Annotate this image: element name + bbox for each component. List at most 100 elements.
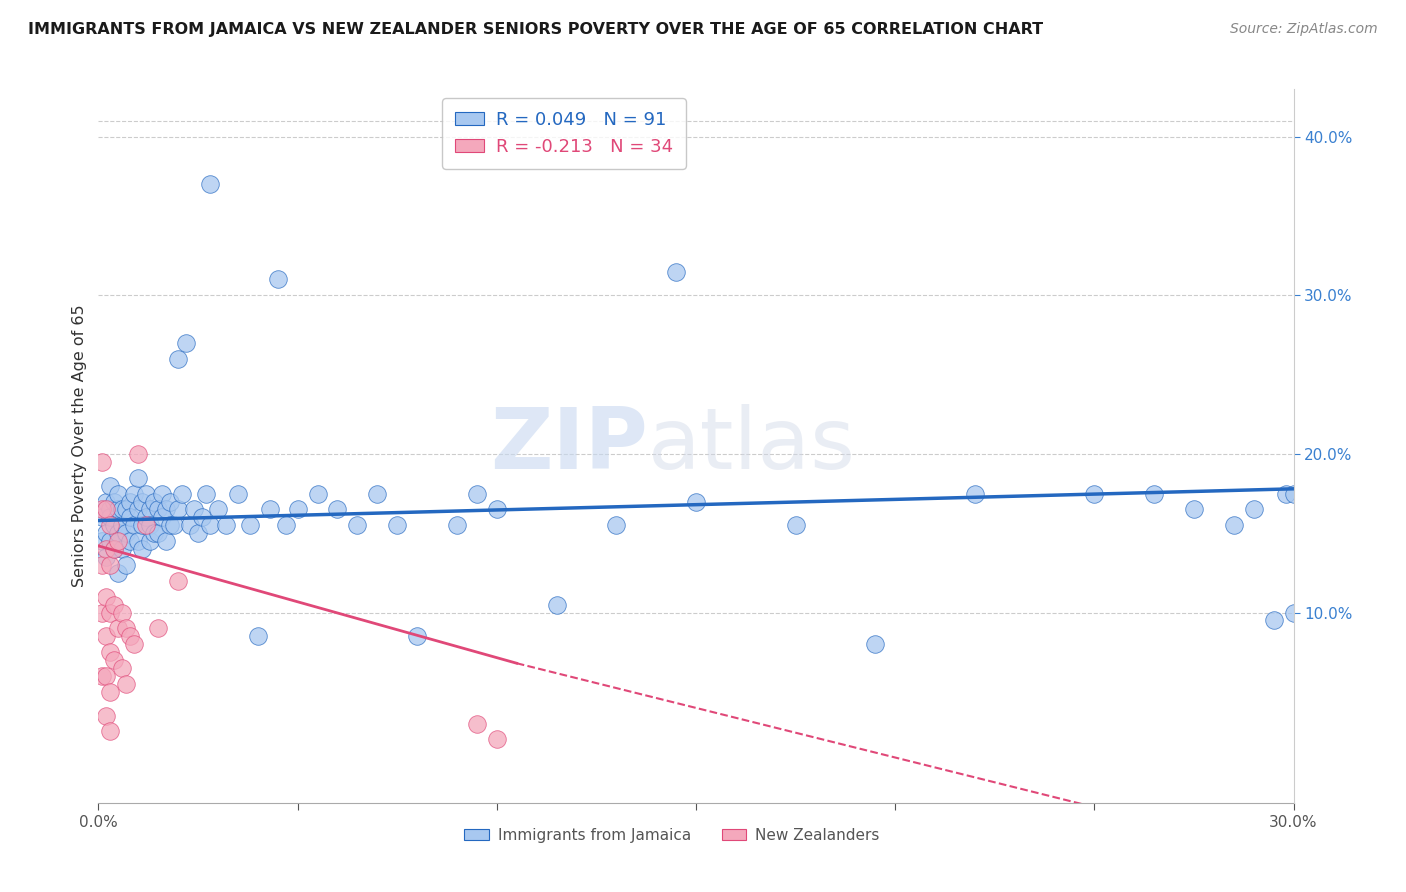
Point bbox=[96, 629, 118, 643]
Point bbox=[485, 502, 508, 516]
Point bbox=[1274, 486, 1296, 500]
Point bbox=[98, 685, 122, 699]
Point bbox=[96, 502, 118, 516]
Point bbox=[111, 606, 134, 620]
Point bbox=[96, 708, 118, 723]
Point bbox=[96, 542, 118, 557]
Point bbox=[1282, 606, 1305, 620]
Point bbox=[546, 598, 568, 612]
Point bbox=[98, 534, 122, 549]
Point bbox=[107, 566, 129, 580]
Point bbox=[465, 716, 488, 731]
Point bbox=[103, 542, 125, 557]
Point bbox=[103, 518, 125, 533]
Point bbox=[115, 526, 138, 541]
Point bbox=[96, 669, 118, 683]
Point bbox=[148, 502, 170, 516]
Point bbox=[267, 272, 290, 286]
Point bbox=[215, 518, 238, 533]
Point bbox=[98, 724, 122, 739]
Point bbox=[1223, 518, 1246, 533]
Legend: Immigrants from Jamaica, New Zealanders: Immigrants from Jamaica, New Zealanders bbox=[458, 822, 886, 848]
Point bbox=[155, 534, 177, 549]
Point bbox=[159, 494, 181, 508]
Point bbox=[120, 510, 142, 524]
Point bbox=[195, 486, 218, 500]
Text: atlas: atlas bbox=[648, 404, 856, 488]
Point bbox=[167, 351, 190, 366]
Text: Source: ZipAtlas.com: Source: ZipAtlas.com bbox=[1230, 22, 1378, 37]
Point bbox=[183, 502, 205, 516]
Point bbox=[98, 510, 122, 524]
Point bbox=[785, 518, 807, 533]
Point bbox=[1263, 614, 1285, 628]
Point bbox=[1083, 486, 1105, 500]
Point bbox=[150, 510, 173, 524]
Y-axis label: Seniors Poverty Over the Age of 65: Seniors Poverty Over the Age of 65 bbox=[72, 305, 87, 587]
Point bbox=[287, 502, 309, 516]
Point bbox=[115, 677, 138, 691]
Point bbox=[143, 494, 166, 508]
Point bbox=[98, 558, 122, 572]
Point bbox=[103, 494, 125, 508]
Point bbox=[107, 486, 129, 500]
Point bbox=[120, 534, 142, 549]
Point bbox=[131, 494, 153, 508]
Point bbox=[274, 518, 297, 533]
Point bbox=[685, 494, 707, 508]
Point bbox=[1143, 486, 1166, 500]
Point bbox=[111, 542, 134, 557]
Point bbox=[163, 518, 186, 533]
Point bbox=[91, 606, 114, 620]
Point bbox=[148, 621, 170, 635]
Point bbox=[307, 486, 329, 500]
Point bbox=[346, 518, 368, 533]
Point bbox=[98, 518, 122, 533]
Point bbox=[103, 653, 125, 667]
Point bbox=[103, 542, 125, 557]
Point bbox=[259, 502, 281, 516]
Point bbox=[107, 534, 129, 549]
Point bbox=[107, 621, 129, 635]
Point bbox=[120, 494, 142, 508]
Point bbox=[120, 629, 142, 643]
Point bbox=[127, 534, 149, 549]
Point bbox=[406, 629, 429, 643]
Point bbox=[139, 534, 162, 549]
Point bbox=[127, 447, 149, 461]
Point bbox=[127, 502, 149, 516]
Point bbox=[124, 486, 146, 500]
Point bbox=[91, 455, 114, 469]
Point bbox=[111, 502, 134, 516]
Point bbox=[191, 510, 214, 524]
Point bbox=[91, 502, 114, 516]
Point bbox=[198, 518, 221, 533]
Point bbox=[96, 590, 118, 604]
Text: IMMIGRANTS FROM JAMAICA VS NEW ZEALANDER SENIORS POVERTY OVER THE AGE OF 65 CORR: IMMIGRANTS FROM JAMAICA VS NEW ZEALANDER… bbox=[28, 22, 1043, 37]
Point bbox=[91, 510, 114, 524]
Point bbox=[98, 478, 122, 492]
Point bbox=[115, 621, 138, 635]
Point bbox=[139, 518, 162, 533]
Point bbox=[446, 518, 468, 533]
Point bbox=[465, 486, 488, 500]
Point bbox=[385, 518, 409, 533]
Point bbox=[148, 526, 170, 541]
Point bbox=[1182, 502, 1205, 516]
Point bbox=[91, 534, 114, 549]
Point bbox=[91, 558, 114, 572]
Point bbox=[167, 574, 190, 588]
Point bbox=[135, 518, 157, 533]
Point bbox=[98, 645, 122, 659]
Point bbox=[605, 518, 627, 533]
Point bbox=[179, 518, 201, 533]
Point bbox=[124, 518, 146, 533]
Point bbox=[96, 549, 118, 564]
Point bbox=[107, 502, 129, 516]
Point bbox=[1282, 486, 1305, 500]
Point bbox=[159, 518, 181, 533]
Point bbox=[135, 510, 157, 524]
Point bbox=[115, 502, 138, 516]
Point bbox=[98, 606, 122, 620]
Point bbox=[150, 486, 173, 500]
